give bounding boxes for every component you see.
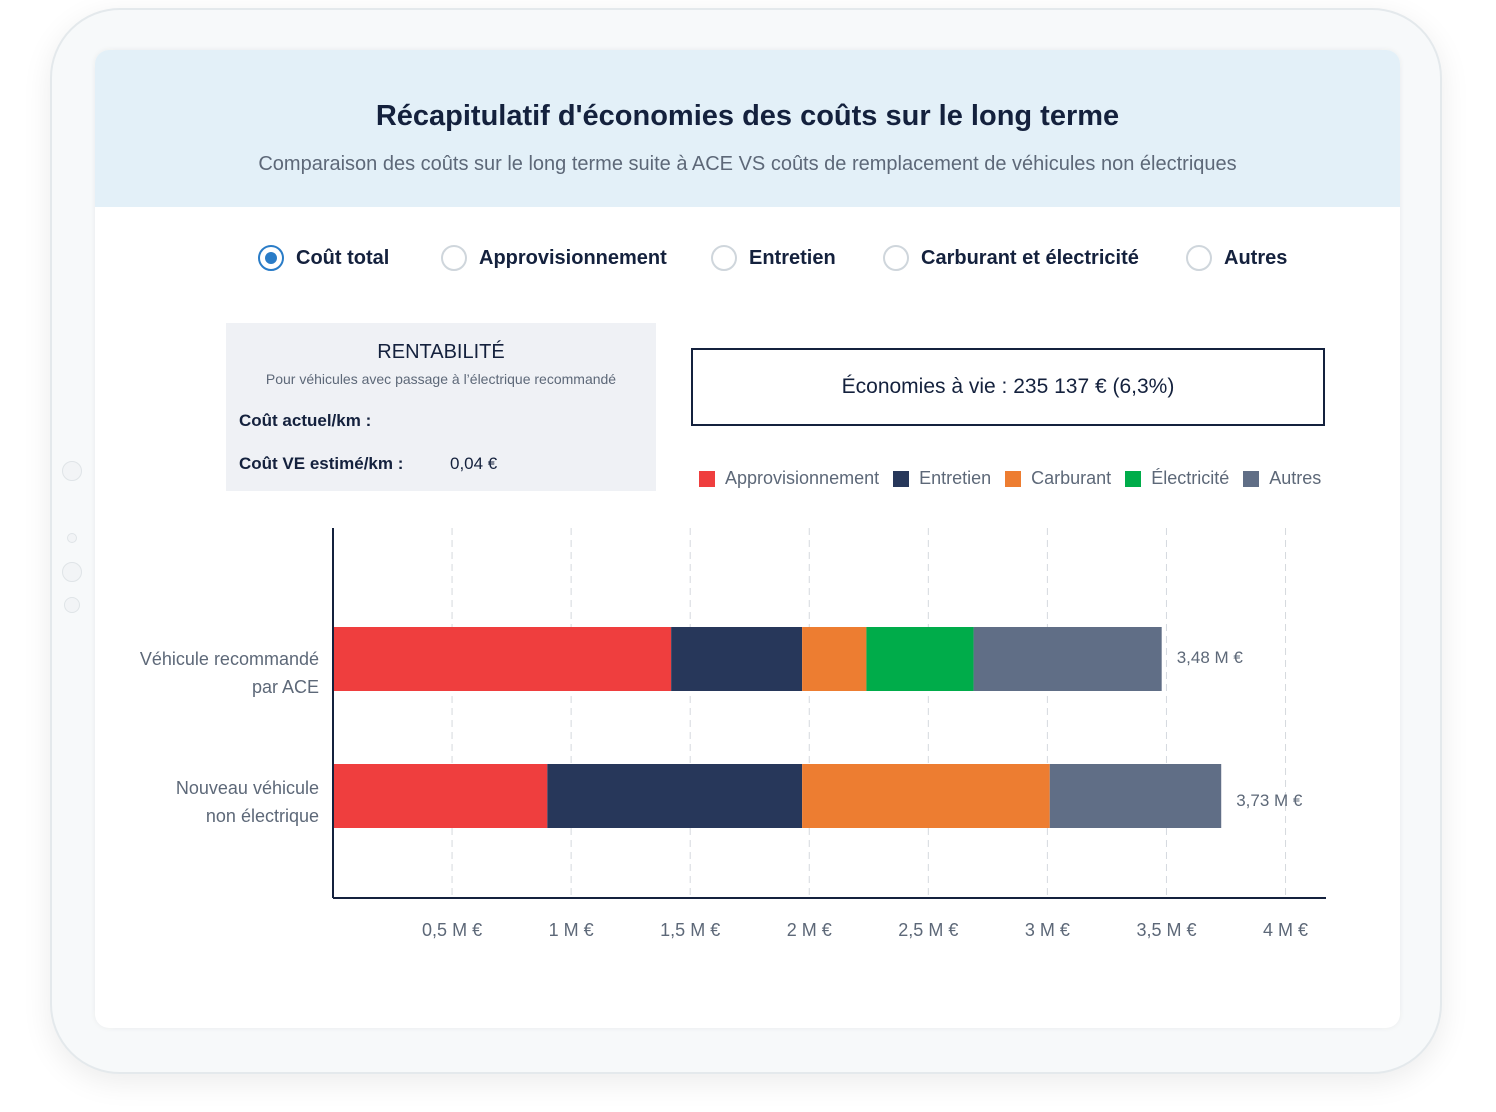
tablet-button <box>64 597 80 613</box>
radio-circle[interactable] <box>441 245 467 271</box>
radio-circle[interactable] <box>258 245 284 271</box>
chart-legend: Approvisionnement Entretien Carburant Élect… <box>699 468 1321 489</box>
bar-segment-carburant <box>802 627 867 691</box>
x-tick-label: 2,5 M € <box>898 920 958 940</box>
legend-swatch <box>699 470 715 487</box>
legend-swatch <box>1243 470 1260 487</box>
x-tick-label: 1 M € <box>549 920 594 940</box>
header: Récapitulatif d'économies des coûts sur … <box>95 50 1400 207</box>
radio-circle[interactable] <box>883 245 909 271</box>
bar-segment-électricité <box>866 627 974 691</box>
radio-cout-total[interactable]: Coût total <box>258 245 389 271</box>
x-tick-label: 3 M € <box>1025 920 1070 940</box>
legend-item: Électricité <box>1125 468 1229 489</box>
x-tick-label: 1,5 M € <box>660 920 720 940</box>
bar-segment-entretien <box>547 764 803 828</box>
economies-box: Économies à vie : 235 137 € (6,3%) <box>691 348 1325 426</box>
legend-swatch <box>893 470 910 487</box>
bar-segment-approvisionnement <box>333 764 548 828</box>
radio-label: Coût total <box>296 246 390 269</box>
radio-label: Autres <box>1224 246 1288 269</box>
tablet-camera <box>67 533 77 543</box>
page-subtitle: Comparaison des coûts sur le long terme … <box>258 153 1237 175</box>
radio-label: Carburant et électricité <box>921 246 1139 269</box>
tablet-button <box>62 461 82 481</box>
stacked-bar-chart: 0,5 M € 1 M € 1,5 M € 2 M € 2,5 M € 3 M € 3,5 … <box>140 528 1326 940</box>
bar-segment-autres <box>973 627 1162 691</box>
legend-label: Électricité <box>1151 468 1230 488</box>
bar-segment-autres <box>1049 764 1222 828</box>
x-tick-label: 2 M € <box>787 920 832 940</box>
legend-label: Entretien <box>919 468 992 488</box>
rentabilite-subtitle: Pour véhicules avec passage à l’électriq… <box>265 371 617 387</box>
radio-entretien[interactable]: Entretien <box>711 245 836 271</box>
page-title: Récapitulatif d'économies des coûts sur … <box>375 100 1120 132</box>
legend-item: Approvisionnement <box>699 468 879 489</box>
x-tick-label: 4 M € <box>1263 920 1308 940</box>
bar-segment-entretien <box>671 627 803 691</box>
radio-carburant-electricite[interactable]: Carburant et électricité <box>883 245 1139 271</box>
radio-label: Entretien <box>749 246 836 269</box>
y-category-label: non électrique <box>206 806 319 826</box>
radio-approvisionnement[interactable]: Approvisionnement <box>441 245 667 271</box>
cout-ve-label: Coût VE estimé/km : <box>239 454 404 473</box>
dashboard-screen: Récapitulatif d'économies des coûts sur … <box>95 50 1400 1028</box>
cost-filter-radios: Coût total Approvisionnement Entretien C… <box>95 245 1400 275</box>
rentabilite-panel: RENTABILITÉ Pour véhicules avec passage … <box>226 323 656 491</box>
radio-label: Approvisionnement <box>479 246 667 269</box>
y-category-label: Nouveau véhicule <box>176 778 319 798</box>
x-tick-label: 0,5 M € <box>422 920 482 940</box>
legend-swatch <box>1005 470 1022 487</box>
legend-label: Carburant <box>1031 468 1112 488</box>
x-tick-label: 3,5 M € <box>1136 920 1196 940</box>
legend-item: Carburant <box>1005 468 1111 489</box>
legend-label: Approvisionnement <box>725 468 880 488</box>
bar-segment-carburant <box>802 764 1050 828</box>
bar-total-label: 3,73 M € <box>1236 791 1303 810</box>
y-category-label: Véhicule recommandé <box>140 649 319 669</box>
legend-item: Entretien <box>893 468 991 489</box>
cout-ve-value: 0,04 € <box>450 454 498 473</box>
tablet-button <box>62 562 82 582</box>
legend-swatch <box>1125 470 1142 487</box>
rentabilite-title: RENTABILITÉ <box>377 341 505 363</box>
y-category-label: par ACE <box>252 677 319 697</box>
radio-autres[interactable]: Autres <box>1186 245 1287 271</box>
legend-item: Autres <box>1243 468 1321 489</box>
legend-label: Autres <box>1269 468 1322 488</box>
bar-segment-approvisionnement <box>333 627 672 691</box>
cout-actuel-label: Coût actuel/km : <box>239 411 372 430</box>
bar-total-label: 3,48 M € <box>1177 648 1244 667</box>
radio-circle[interactable] <box>711 245 737 271</box>
radio-circle[interactable] <box>1186 245 1212 271</box>
